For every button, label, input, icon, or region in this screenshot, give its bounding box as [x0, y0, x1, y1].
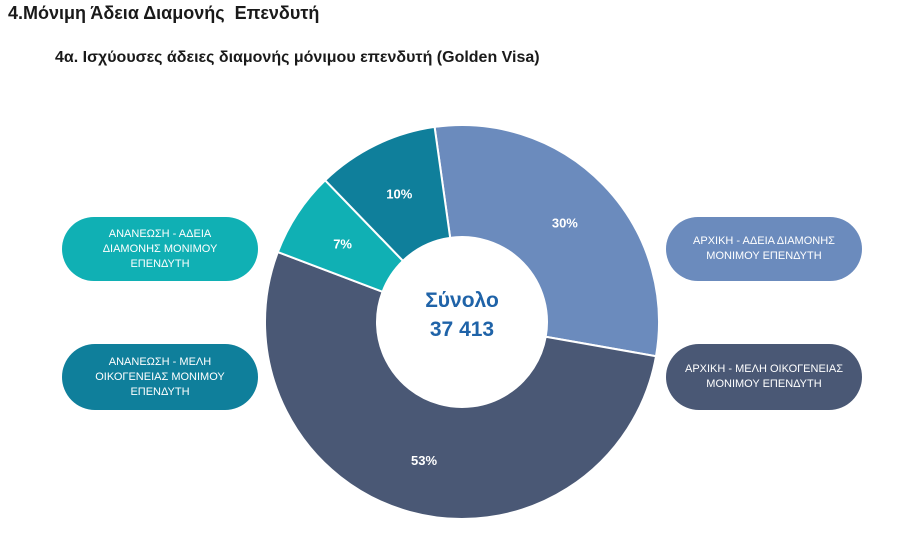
donut-slice: [433, 124, 660, 358]
chart-slice-labels: 30% 53% 7% 10%: [333, 186, 578, 467]
slice-percent-label: 7%: [333, 236, 352, 251]
legend-line: ΜΟΝΙΜΟΥ ΕΠΕΝΔΥΤΗ: [706, 378, 822, 390]
slice-percent-label: 30%: [552, 216, 578, 231]
center-value: 37 413: [430, 318, 494, 341]
donut-slice: [323, 125, 452, 263]
legend-line: ΕΠΕΝΔΥΤΗ: [130, 385, 190, 398]
legend-renewal-family: ΑΝΑΝΕΩΣΗ - ΜΕΛΗ ΟΙΚΟΓΕΝΕΙΑΣ ΜΟΝΙΜΟΥ ΕΠΕΝ…: [62, 344, 258, 410]
slice-percent-label: 53%: [411, 453, 437, 468]
legend-line: ΑΝΑΝΕΩΣΗ - ΑΔΕΙΑ: [108, 227, 212, 240]
legend-line: ΜΟΝΙΜΟΥ ΕΠΕΝΔΥΤΗ: [706, 250, 822, 262]
legend-line: ΔΙΑΜΟΝΗΣ ΜΟΝΙΜΟΥ: [102, 242, 218, 255]
chart-subheading: 4α. Ισχύουσες άδειες διαμονής μόνιμου επ…: [55, 49, 540, 66]
legend-line: ΑΝΑΝΕΩΣΗ - ΜΕΛΗ: [108, 355, 212, 368]
page-heading: 4.Μόνιμη Άδεια Διαμονής Επενδυτή: [8, 3, 320, 23]
center-label: Σύνολο: [425, 289, 499, 312]
legend-line: ΕΠΕΝΔΥΤΗ: [130, 257, 190, 270]
donut-slice: [264, 250, 658, 520]
legend-line: ΑΡΧΙΚΗ - ΜΕΛΗ ΟΙΚΟΓΕΝΕΙΑΣ: [684, 363, 843, 375]
legend-renewal-permit: ΑΝΑΝΕΩΣΗ - ΑΔΕΙΑ ΔΙΑΜΟΝΗΣ ΜΟΝΙΜΟΥ ΕΠΕΝΔΥ…: [62, 217, 258, 281]
legend-line: ΑΡΧΙΚΗ - ΑΔΕΙΑ ΔΙΑΜΟΝΗΣ: [693, 235, 835, 247]
legend-initial-family: ΑΡΧΙΚΗ - ΜΕΛΗ ΟΙΚΟΓΕΝΕΙΑΣ ΜΟΝΙΜΟΥ ΕΠΕΝΔΥ…: [666, 344, 862, 410]
chart-slices: [264, 124, 660, 520]
slice-percent-label: 10%: [386, 186, 412, 201]
legend-initial-permit: ΑΡΧΙΚΗ - ΑΔΕΙΑ ΔΙΑΜΟΝΗΣ ΜΟΝΙΜΟΥ ΕΠΕΝΔΥΤΗ: [666, 217, 862, 281]
legend-line: ΟΙΚΟΓΕΝΕΙΑΣ ΜΟΝΙΜΟΥ: [95, 370, 225, 383]
